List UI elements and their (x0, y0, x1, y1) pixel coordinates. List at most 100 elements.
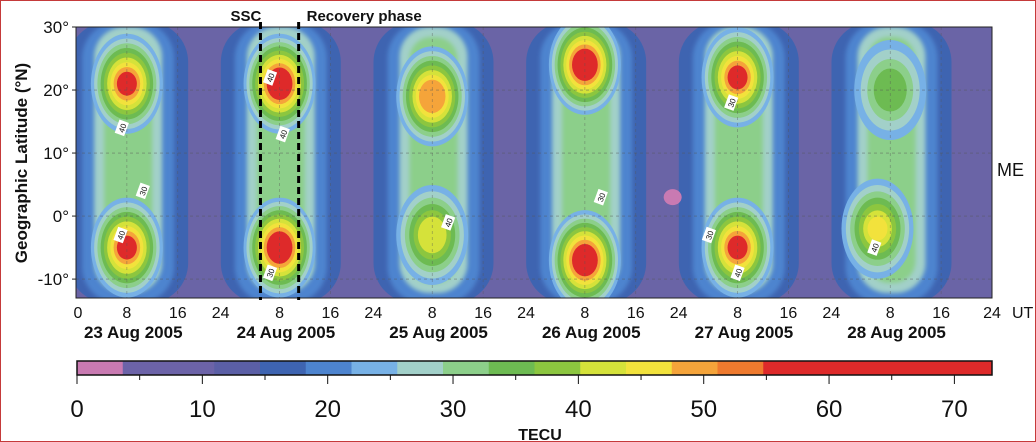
colorbar-swatch (168, 361, 215, 375)
x-tick-label: 16 (474, 305, 492, 322)
day-label: 27 Aug 2005 (695, 323, 794, 342)
contour-label-text: 40 (117, 122, 129, 134)
colorbar-tick-label: 50 (690, 396, 717, 423)
contour-label-text: 30 (265, 267, 277, 279)
contour-label-box (113, 226, 128, 244)
day-band (76, 27, 189, 298)
contour-label: 30 (724, 94, 739, 111)
contour-label-box (441, 214, 456, 231)
contour-label-box (262, 69, 278, 86)
contour-label: 40 (867, 239, 882, 256)
colorbar-swatch (351, 361, 398, 375)
day-label: 26 Aug 2005 (542, 323, 641, 342)
colorbar-swatch (77, 361, 124, 375)
contour-label: 40 (114, 119, 129, 137)
x-tick-label: 24 (364, 305, 382, 322)
contour-label: 30 (135, 182, 150, 200)
contour-label-text: 40 (733, 267, 745, 279)
contour-label-text: 40 (265, 72, 277, 84)
contour-labels: 40 40 30 40 40 30 40 30 30 40 30 40 (113, 69, 882, 282)
day-label: 23 Aug 2005 (84, 323, 183, 342)
x-tick-label: 24 (822, 305, 840, 322)
x-tick-label: 16 (169, 305, 187, 322)
x-tick-label: 24 (983, 305, 1001, 322)
contour-label-text: 30 (704, 229, 716, 241)
colorbar-swatch (214, 361, 261, 375)
x-tick-label: 8 (580, 305, 589, 322)
y-tick-label: 0° (53, 207, 69, 226)
contour-label-text: 40 (116, 229, 128, 241)
contour-label-box (593, 188, 608, 206)
colorbar-swatch (946, 361, 993, 375)
contour-label-text: 30 (138, 185, 150, 197)
colorbar-swatch (809, 361, 856, 375)
plot-area: 40 40 30 40 40 30 40 30 30 40 30 40 (75, 26, 993, 299)
x-tick-label: 24 (670, 305, 688, 322)
colorbar-label: TECU (518, 427, 562, 442)
contour-label-box (114, 119, 129, 137)
colorbar-swatch (671, 361, 718, 375)
colorbar-tick-label: 20 (314, 396, 341, 423)
x-tick-label: 0 (74, 305, 83, 322)
colorbar: 0 10 20 30 40 50 60 70 (70, 360, 993, 423)
colorbar-tick-label: 40 (565, 396, 592, 423)
tec-peak (422, 222, 443, 247)
contour-label-box (724, 94, 739, 111)
colorbar-swatch (763, 361, 810, 375)
grid-lines (76, 27, 992, 298)
day-label: 24 Aug 2005 (237, 323, 336, 342)
y-axis-label: Geographic Latitude (°N) (12, 63, 31, 263)
contour-label-text: 40 (443, 216, 455, 228)
contour-label: 40 (262, 69, 278, 86)
colorbar-swatch (260, 361, 307, 375)
contour-label: 30 (701, 226, 717, 244)
x-tick-label: 16 (627, 305, 645, 322)
x-tick-label: 8 (122, 305, 131, 322)
contour-label-text: 30 (726, 97, 738, 109)
tec-peak (269, 235, 290, 260)
contour-label: 40 (275, 125, 290, 143)
x-tick-label: 24 (212, 305, 230, 322)
colorbar-swatch (626, 361, 673, 375)
contour-label-box (730, 264, 745, 282)
tec-peak (727, 235, 748, 260)
y-tick-label: 30° (43, 18, 69, 37)
y-tick-label: 10° (43, 144, 69, 163)
day-band (678, 27, 799, 298)
colorbar-swatch (717, 361, 764, 375)
colorbar-tick-label: 60 (816, 396, 843, 423)
y-tick-label: 20° (43, 81, 69, 100)
x-tick-label: 16 (932, 305, 950, 322)
colorbar-border (76, 360, 993, 376)
contour-label-box (262, 264, 278, 282)
contour-label-box (135, 182, 150, 200)
x-tick-label: 16 (780, 305, 798, 322)
day-label: 28 Aug 2005 (847, 323, 946, 342)
tec-patch (663, 189, 682, 206)
x-tick-label: 8 (428, 305, 437, 322)
day-band (220, 27, 341, 298)
contour-label: 40 (730, 264, 745, 282)
storm-markers: SSC Recovery phase (230, 8, 422, 300)
contour-label: 40 (441, 214, 456, 231)
x-tick-label: 8 (886, 305, 895, 322)
storm-marker-label: Recovery phase (307, 8, 422, 25)
y-axis: 30° 20° 10° 0° -10° (38, 18, 76, 289)
y-tick-label: -10° (38, 270, 69, 289)
colorbar-swatch (534, 361, 581, 375)
contour-label: 30 (262, 264, 278, 282)
colorbar-tick-label: 0 (70, 396, 83, 423)
contour-label-box (867, 239, 882, 256)
x-tick-label: 8 (733, 305, 742, 322)
contour-label-box (275, 125, 290, 143)
colorbar-swatch (122, 361, 169, 375)
colorbar-swatch (900, 361, 947, 375)
day-band (831, 27, 952, 298)
contour-label: 40 (113, 226, 128, 244)
tec-peak (880, 78, 901, 103)
colorbar-swatch (443, 361, 490, 375)
x-tick-label: 16 (322, 305, 340, 322)
plot-border (75, 26, 993, 299)
day-band (526, 27, 647, 298)
